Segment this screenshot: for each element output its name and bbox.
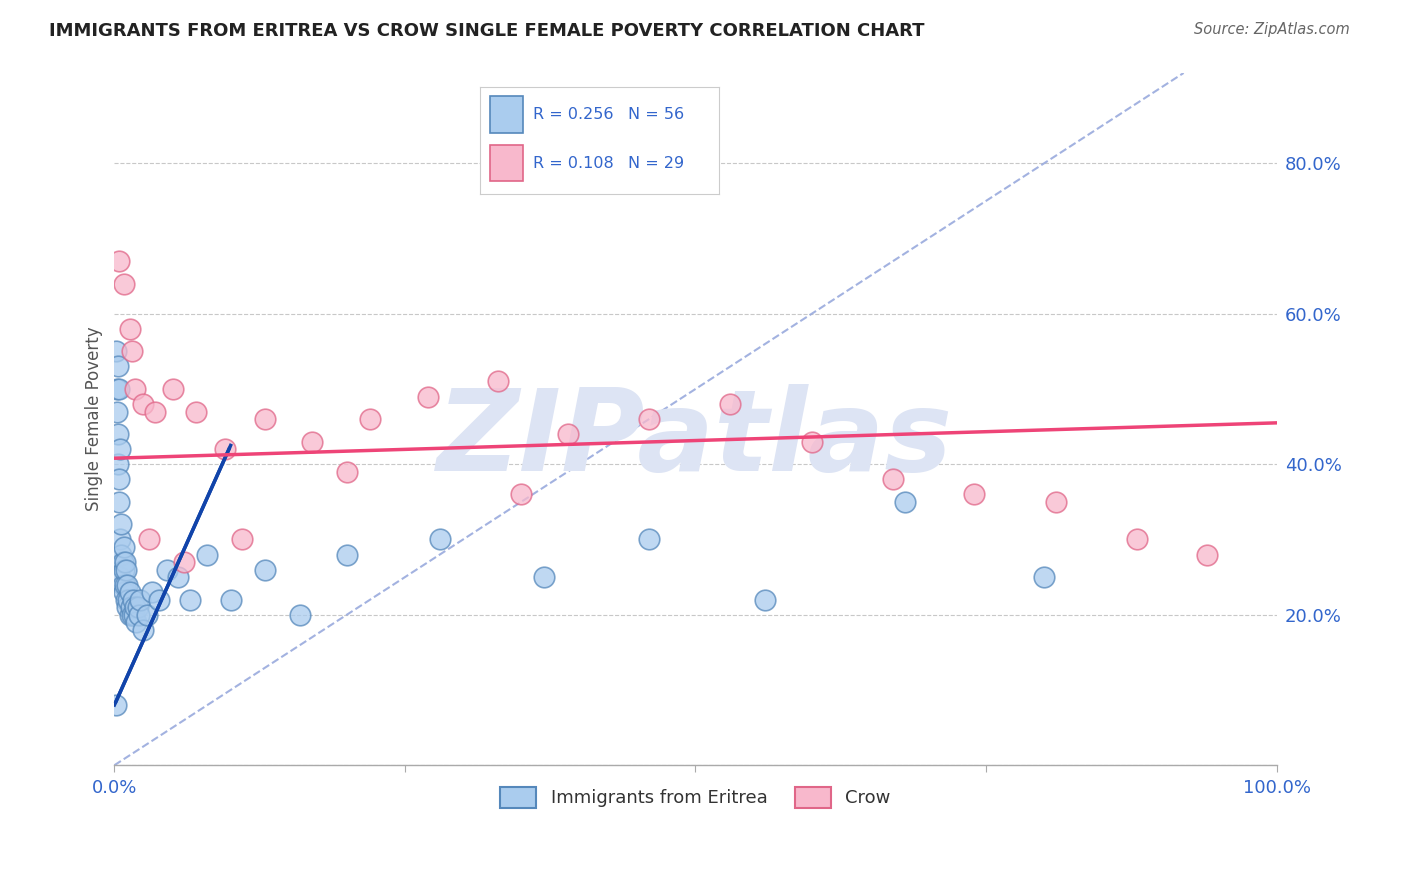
Legend: Immigrants from Eritrea, Crow: Immigrants from Eritrea, Crow <box>494 780 898 815</box>
Point <box>254 412 277 426</box>
Point <box>486 375 509 389</box>
Point <box>195 548 218 562</box>
Point <box>121 344 143 359</box>
Text: ZIPatlas: ZIPatlas <box>437 384 953 495</box>
Point <box>359 412 381 426</box>
Point <box>110 548 132 562</box>
Point <box>754 592 776 607</box>
Point <box>1126 533 1149 547</box>
Point <box>110 442 132 457</box>
Point <box>125 615 148 630</box>
Point <box>111 577 134 591</box>
Point <box>122 607 145 622</box>
Point <box>128 607 150 622</box>
Point <box>108 382 131 396</box>
Point <box>105 382 128 396</box>
Point <box>107 427 129 442</box>
Point <box>893 495 915 509</box>
Point <box>118 322 141 336</box>
Point <box>112 540 135 554</box>
Point <box>107 359 129 374</box>
Text: Source: ZipAtlas.com: Source: ZipAtlas.com <box>1194 22 1350 37</box>
Point <box>124 600 146 615</box>
Point <box>108 472 131 486</box>
Point <box>336 465 359 479</box>
Point <box>110 517 132 532</box>
Point <box>800 434 823 449</box>
Point <box>638 412 661 426</box>
Point <box>105 404 128 418</box>
Point <box>132 397 155 411</box>
Point <box>143 404 166 418</box>
Point <box>336 548 359 562</box>
Point <box>138 533 160 547</box>
Point <box>118 607 141 622</box>
Point <box>638 533 661 547</box>
Point <box>132 623 155 637</box>
Point <box>108 254 131 268</box>
Point <box>115 592 138 607</box>
Point <box>557 427 579 442</box>
Point <box>112 277 135 291</box>
Point <box>124 382 146 396</box>
Point <box>173 555 195 569</box>
Point <box>115 600 138 615</box>
Text: IMMIGRANTS FROM ERITREA VS CROW SINGLE FEMALE POVERTY CORRELATION CHART: IMMIGRANTS FROM ERITREA VS CROW SINGLE F… <box>49 22 925 40</box>
Point <box>114 555 136 569</box>
Point <box>118 585 141 599</box>
Point <box>129 592 152 607</box>
Point <box>117 592 139 607</box>
Point <box>254 563 277 577</box>
Point <box>1033 570 1056 584</box>
Point <box>112 585 135 599</box>
Point <box>136 607 159 622</box>
Point <box>231 533 253 547</box>
Point <box>429 533 451 547</box>
Point <box>110 533 132 547</box>
Point <box>111 555 134 569</box>
Point <box>115 577 138 591</box>
Point <box>1195 548 1218 562</box>
Point <box>110 570 132 584</box>
Point <box>214 442 236 457</box>
Point <box>533 570 555 584</box>
Point <box>167 570 190 584</box>
Point <box>104 344 127 359</box>
Point <box>219 592 242 607</box>
Point <box>148 592 170 607</box>
Point <box>882 472 904 486</box>
Point <box>1045 495 1067 509</box>
Point <box>184 404 207 418</box>
Point <box>112 563 135 577</box>
Point <box>156 563 179 577</box>
Point <box>127 600 149 615</box>
Point <box>141 585 163 599</box>
Point <box>510 487 533 501</box>
Point <box>108 495 131 509</box>
Y-axis label: Single Female Poverty: Single Female Poverty <box>86 326 103 511</box>
Point <box>120 600 142 615</box>
Point <box>418 390 440 404</box>
Point <box>162 382 184 396</box>
Point <box>290 607 312 622</box>
Point <box>963 487 986 501</box>
Point <box>179 592 201 607</box>
Point <box>301 434 323 449</box>
Point <box>104 698 127 712</box>
Point <box>107 457 129 471</box>
Point <box>718 397 741 411</box>
Point <box>114 577 136 591</box>
Point <box>122 592 145 607</box>
Point <box>115 563 138 577</box>
Point <box>121 607 143 622</box>
